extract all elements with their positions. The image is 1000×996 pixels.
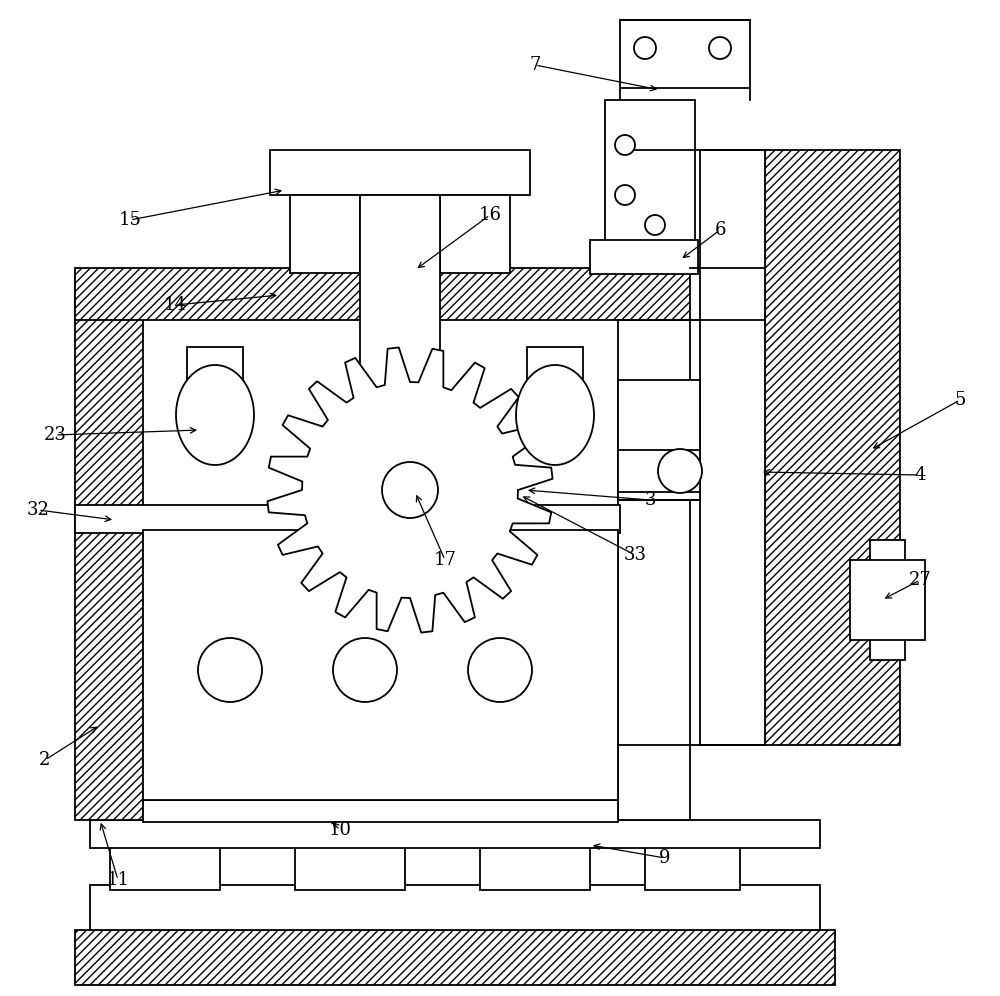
Text: 15: 15 bbox=[119, 211, 141, 229]
Text: 32: 32 bbox=[27, 501, 49, 519]
Circle shape bbox=[709, 37, 731, 59]
Circle shape bbox=[658, 449, 702, 493]
Bar bbox=[870, 540, 905, 660]
Text: 4: 4 bbox=[914, 466, 926, 484]
Text: 6: 6 bbox=[714, 221, 726, 239]
Circle shape bbox=[634, 37, 656, 59]
Text: 33: 33 bbox=[624, 546, 646, 564]
Bar bbox=[700, 150, 765, 745]
Bar bbox=[590, 240, 698, 274]
Bar bbox=[110, 845, 220, 890]
Circle shape bbox=[645, 215, 665, 235]
Bar bbox=[295, 845, 405, 890]
Polygon shape bbox=[267, 348, 553, 632]
Circle shape bbox=[198, 638, 262, 702]
Bar bbox=[618, 320, 690, 820]
Bar bbox=[187, 347, 243, 385]
Bar bbox=[75, 930, 835, 985]
Bar bbox=[75, 505, 620, 533]
Bar bbox=[90, 820, 820, 848]
Text: 16: 16 bbox=[479, 206, 502, 224]
Ellipse shape bbox=[516, 365, 594, 465]
Bar bbox=[618, 450, 700, 492]
Bar bbox=[440, 195, 510, 273]
Bar bbox=[527, 347, 583, 385]
Text: 10: 10 bbox=[328, 821, 352, 839]
Bar bbox=[645, 845, 740, 890]
Bar bbox=[75, 270, 143, 820]
Bar bbox=[765, 150, 900, 745]
Bar bbox=[90, 885, 820, 930]
Bar bbox=[360, 195, 440, 508]
Bar bbox=[850, 560, 925, 640]
Text: 2: 2 bbox=[39, 751, 51, 769]
Text: 5: 5 bbox=[954, 391, 966, 409]
Circle shape bbox=[333, 638, 397, 702]
Circle shape bbox=[382, 462, 438, 518]
Text: 17: 17 bbox=[434, 551, 456, 569]
Bar bbox=[270, 150, 530, 195]
Ellipse shape bbox=[176, 365, 254, 465]
Text: 7: 7 bbox=[529, 56, 541, 74]
Bar bbox=[618, 380, 700, 500]
Bar bbox=[143, 530, 618, 800]
Bar bbox=[620, 20, 750, 88]
Text: 11: 11 bbox=[106, 871, 130, 889]
Text: 3: 3 bbox=[644, 491, 656, 509]
Bar bbox=[480, 845, 590, 890]
Text: 27: 27 bbox=[909, 571, 931, 589]
Bar bbox=[290, 195, 360, 273]
Text: 14: 14 bbox=[164, 296, 186, 314]
Text: 23: 23 bbox=[44, 426, 66, 444]
Bar bbox=[340, 495, 458, 513]
Circle shape bbox=[468, 638, 532, 702]
Bar bbox=[143, 800, 618, 822]
Bar bbox=[605, 100, 695, 270]
Bar bbox=[75, 268, 690, 320]
Circle shape bbox=[615, 185, 635, 205]
Text: 9: 9 bbox=[659, 849, 671, 867]
Circle shape bbox=[615, 135, 635, 155]
